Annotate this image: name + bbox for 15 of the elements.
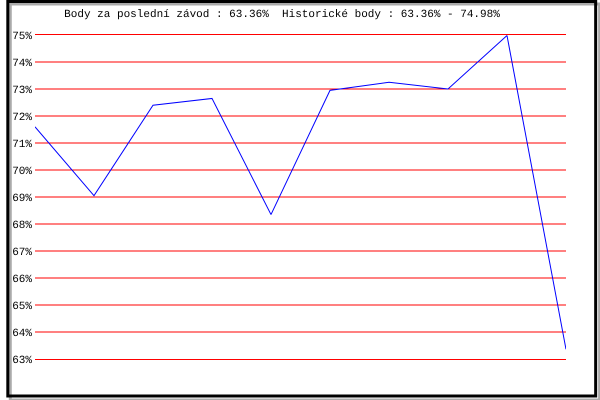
- y-tick-label: 64%: [12, 328, 32, 340]
- y-tick-label: 71%: [12, 138, 32, 151]
- y-tick-label: 72%: [12, 112, 32, 124]
- y-tick-label: 73%: [12, 84, 32, 97]
- y-tick-label: 67%: [12, 246, 32, 259]
- y-tick-label: 68%: [12, 220, 32, 232]
- y-tick-label: 63%: [12, 354, 32, 367]
- y-tick-label: 70%: [12, 166, 32, 178]
- line-series: [35, 35, 566, 350]
- y-tick-label: 65%: [12, 300, 32, 313]
- chart-title: Body za poslední závod : 63.36% Historické body : 63.36% - 74.98%: [64, 8, 500, 21]
- y-tick-label: 69%: [12, 192, 32, 205]
- y-tick-label: 75%: [12, 30, 32, 43]
- y-tick-label: 66%: [12, 274, 32, 286]
- y-tick-label: 74%: [12, 58, 32, 70]
